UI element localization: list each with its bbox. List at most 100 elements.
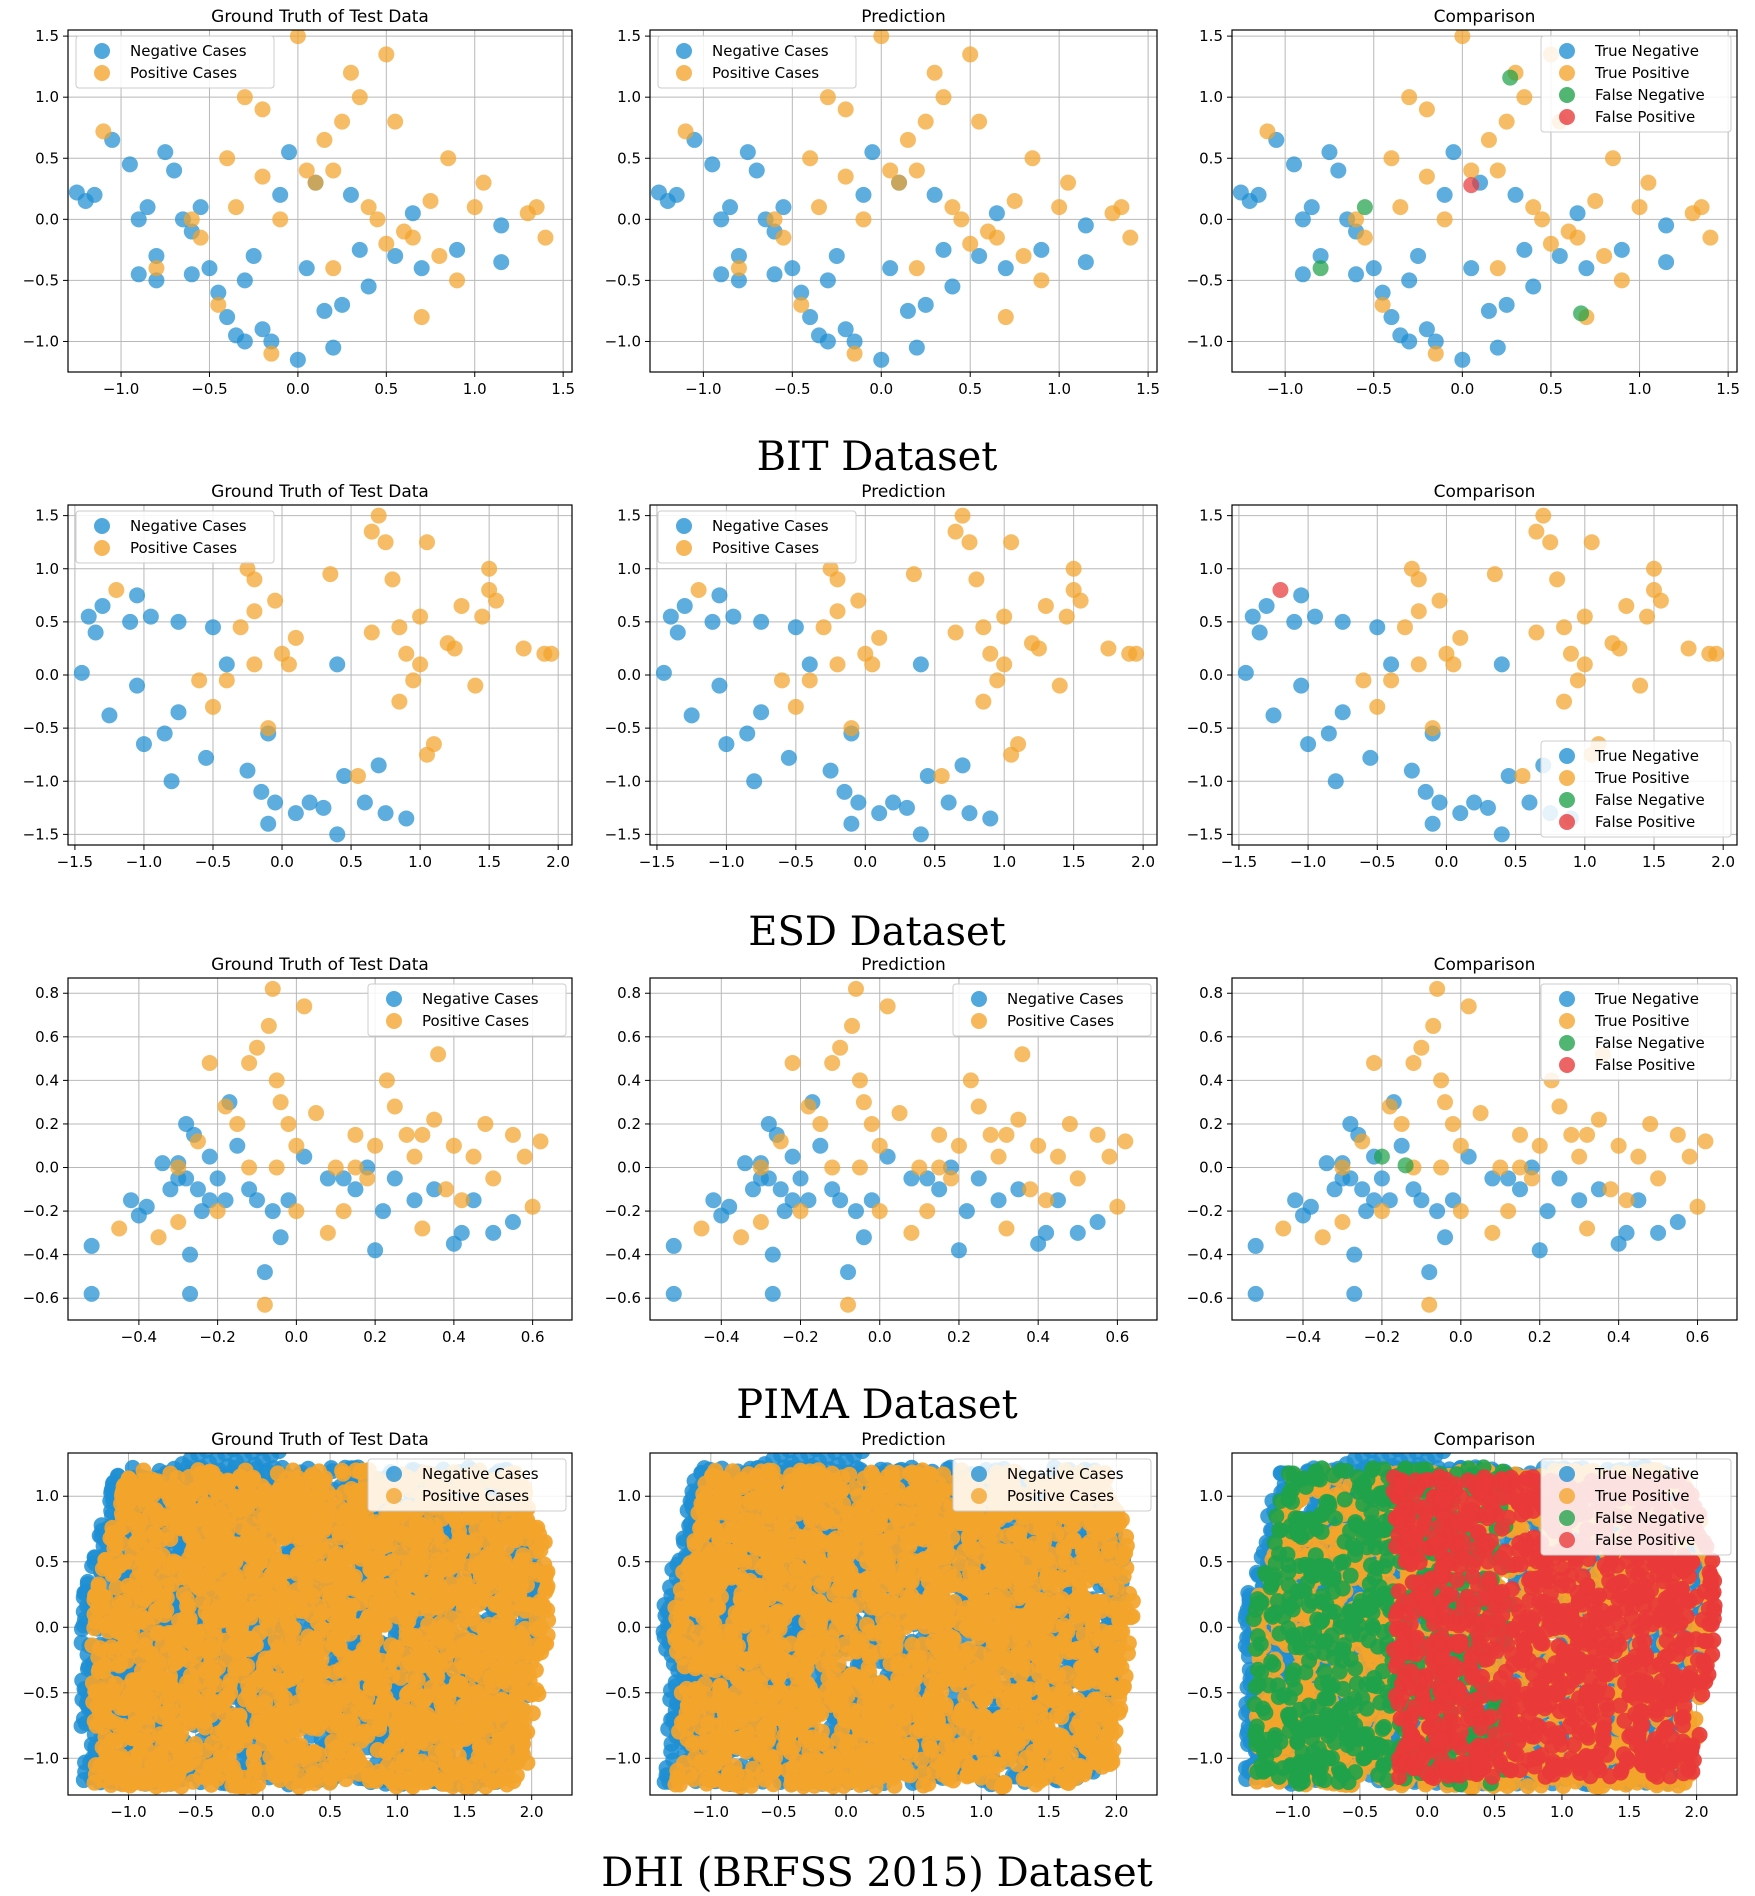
scatter-point-negative-cases bbox=[239, 762, 256, 779]
scatter-point-true-negative bbox=[1480, 302, 1497, 319]
scatter-point-true-positive bbox=[1650, 1170, 1667, 1187]
scatter-point-negative-cases bbox=[347, 1181, 364, 1198]
scatter-point-negative bbox=[247, 1415, 263, 1431]
scatter-point-negative-cases bbox=[387, 247, 404, 264]
scatter-point-true-negative bbox=[1669, 1213, 1686, 1230]
scatter-point-true-positive bbox=[1587, 193, 1604, 209]
x-tick-label: 0.0 bbox=[270, 853, 294, 871]
scatter-point-positive-cases bbox=[962, 46, 979, 63]
scatter-point-true-negative bbox=[1383, 656, 1400, 673]
scatter-point-true-positive bbox=[1410, 603, 1427, 620]
scatter-point-positive-cases bbox=[847, 980, 864, 997]
scatter-point-negative-cases bbox=[713, 211, 730, 228]
legend-box bbox=[657, 510, 857, 564]
scatter-point-true-positive bbox=[1556, 619, 1573, 636]
legend-marker bbox=[676, 43, 692, 59]
legend-marker bbox=[1559, 87, 1575, 103]
scatter-point-positive-cases bbox=[784, 1054, 801, 1071]
scatter-point-negative-cases bbox=[926, 186, 943, 203]
y-tick-label: −1.0 bbox=[605, 332, 641, 350]
chart-title: Comparison bbox=[1434, 955, 1536, 975]
scatter-point-true-negative bbox=[1346, 1246, 1363, 1263]
scatter-point-negative-cases bbox=[87, 624, 104, 641]
scatter-point-negative-cases bbox=[301, 794, 318, 811]
scatter-point-negative-cases bbox=[504, 1213, 521, 1230]
scatter-point-positive-cases bbox=[254, 168, 271, 185]
y-tick-label: −0.4 bbox=[1187, 1246, 1223, 1264]
scatter-point-positive-cases bbox=[398, 645, 415, 662]
scatter-point-negative-cases bbox=[130, 266, 147, 283]
scatter-points bbox=[73, 1414, 557, 1795]
scatter-point-true-positive bbox=[1383, 150, 1400, 167]
y-tick-label: −0.4 bbox=[23, 1246, 59, 1264]
scatter-point-negative-cases bbox=[367, 1242, 384, 1259]
scatter-point-negative-cases bbox=[940, 794, 957, 811]
scatter-point-positive-cases bbox=[850, 592, 867, 609]
legend-marker bbox=[386, 991, 402, 1007]
scatter-point-positive-cases bbox=[477, 1115, 494, 1132]
y-tick-label: 0.5 bbox=[35, 613, 59, 631]
scatter-point-positive-cases bbox=[272, 211, 289, 228]
scatter-point-negative-cases bbox=[298, 260, 315, 277]
scatter-point-true-negative bbox=[1330, 162, 1347, 179]
scatter-point-true-positive bbox=[1556, 693, 1573, 710]
scatter-point-positive-cases bbox=[229, 1115, 246, 1132]
scatter-point-negative-cases bbox=[289, 351, 306, 368]
scatter-point-negative-cases bbox=[254, 321, 271, 338]
y-tick-label: −0.6 bbox=[605, 1289, 641, 1307]
scatter-point-true-positive bbox=[1348, 211, 1365, 228]
legend-marker bbox=[1559, 43, 1575, 59]
scatter-point-negative-cases bbox=[784, 260, 801, 277]
scatter-point-true-negative bbox=[1247, 1237, 1264, 1254]
scatter-point-true-negative bbox=[1421, 1264, 1438, 1281]
legend-label: Positive Cases bbox=[712, 539, 819, 557]
scatter-point-negative-cases bbox=[711, 587, 728, 604]
x-tick-label: −0.4 bbox=[1285, 1328, 1321, 1346]
y-tick-label: −1.5 bbox=[23, 825, 59, 843]
plot-frame bbox=[649, 29, 1158, 373]
legend-marker bbox=[94, 43, 110, 59]
scatter-point-true-positive bbox=[1410, 571, 1427, 588]
y-tick-label: 1.5 bbox=[617, 27, 641, 45]
scatter-point-positive-cases bbox=[524, 1198, 541, 1215]
scatter-point-negative-cases bbox=[832, 1192, 849, 1209]
legend-label: Positive Cases bbox=[1007, 1012, 1114, 1030]
y-tick-label: 1.0 bbox=[617, 560, 641, 578]
y-tick-label: 1.5 bbox=[1199, 507, 1223, 525]
scatter-point-true-negative bbox=[1658, 217, 1675, 234]
legend-marker bbox=[1559, 792, 1575, 808]
y-tick-label: −0.2 bbox=[605, 1202, 641, 1220]
x-tick-label: 2.0 bbox=[1131, 853, 1155, 871]
scatter-point-positive-cases bbox=[1069, 1170, 1086, 1187]
x-tick-label: −0.2 bbox=[782, 1328, 818, 1346]
scatter-point-negative bbox=[198, 1453, 214, 1459]
y-tick-label: 1.0 bbox=[1199, 88, 1223, 106]
scatter-point-negative-cases bbox=[780, 749, 797, 766]
scatter-point-positive-cases bbox=[391, 619, 408, 636]
scatter-point-positive-cases bbox=[911, 1159, 928, 1176]
scatter-point-true-negative bbox=[1247, 1285, 1264, 1302]
legend-marker bbox=[1559, 1013, 1575, 1029]
scatter-point-positive-cases bbox=[943, 1170, 960, 1187]
scatter-point-positive-cases bbox=[933, 767, 950, 784]
scatter-point-negative-cases bbox=[163, 773, 180, 790]
scatter-point-negative-cases bbox=[705, 1192, 722, 1209]
scatter-point-negative-cases bbox=[281, 144, 298, 161]
scatter-point-negative bbox=[226, 1453, 241, 1458]
scatter-point-positive-cases bbox=[787, 698, 804, 715]
scatter-point-true-positive bbox=[1693, 199, 1710, 216]
scatter-point-positive-cases bbox=[962, 235, 979, 252]
x-tick-label: 0.2 bbox=[947, 1328, 971, 1346]
scatter-point-negative bbox=[274, 1414, 290, 1430]
scatter-point-negative-cases bbox=[148, 247, 165, 264]
legend-label: True Negative bbox=[1594, 990, 1699, 1008]
scatter-point-positive-cases bbox=[998, 1126, 1015, 1143]
y-tick-label: −0.6 bbox=[1187, 1289, 1223, 1307]
scatter-point-true-positive bbox=[1396, 619, 1413, 636]
scatter-point-true-positive bbox=[1512, 1159, 1529, 1176]
scatter-point-true-positive bbox=[1602, 1181, 1619, 1198]
scatter-point-negative-cases bbox=[730, 247, 747, 264]
scatter-point-positive-cases bbox=[815, 619, 832, 636]
scatter-point-negative-cases bbox=[787, 619, 804, 636]
